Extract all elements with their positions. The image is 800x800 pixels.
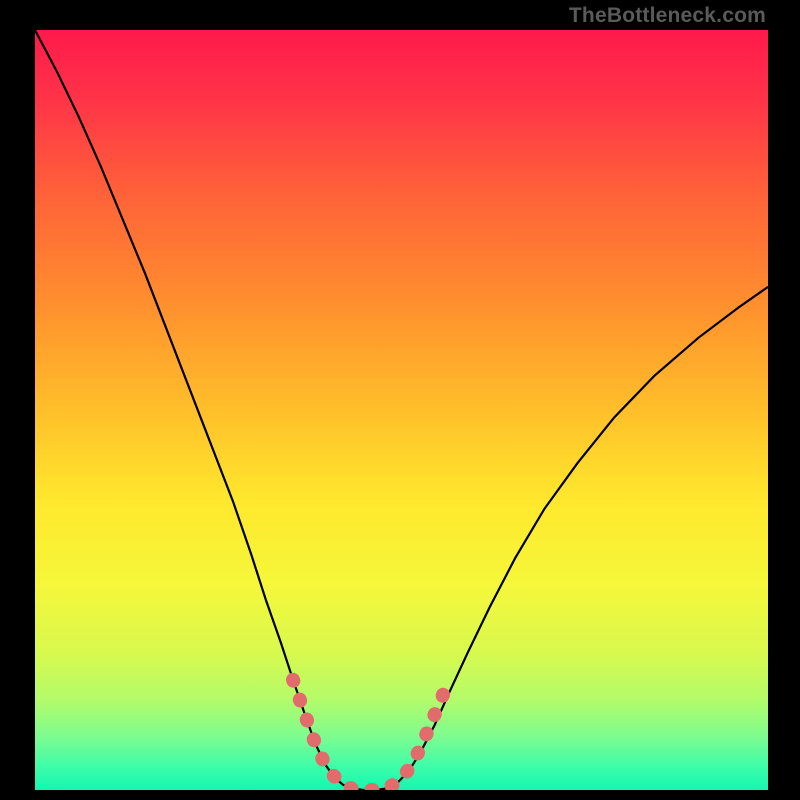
bottleneck-curve	[35, 30, 768, 790]
chart-stage: TheBottleneck.com	[0, 0, 800, 800]
curve-layer	[35, 30, 768, 790]
watermark-text: TheBottleneck.com	[569, 4, 766, 28]
plot-area	[35, 30, 768, 790]
marker-overlay	[293, 680, 446, 790]
